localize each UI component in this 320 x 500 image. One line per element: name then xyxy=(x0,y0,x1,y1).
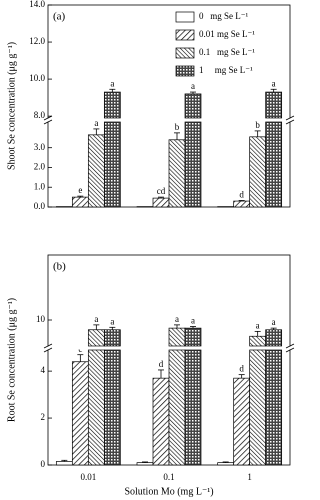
bar-lower xyxy=(249,349,267,466)
bar xyxy=(152,377,170,466)
break-mark xyxy=(285,115,295,121)
axis-break xyxy=(45,346,293,350)
bar-upper xyxy=(87,329,105,347)
y-tick-label: 14.0 xyxy=(29,0,45,9)
bar xyxy=(249,136,267,208)
x-tick-label: 0.01 xyxy=(80,472,96,482)
axis-break xyxy=(45,118,293,122)
break-mark xyxy=(43,347,53,353)
significance-letter: d xyxy=(159,359,164,369)
y-axis-label: Root Se concentration (μg g⁻¹) xyxy=(6,298,17,422)
bar-lower xyxy=(103,121,121,208)
significance-letter: a xyxy=(110,78,114,88)
bar-lower xyxy=(265,121,283,208)
legend-swatch xyxy=(175,11,195,23)
significance-letter: b xyxy=(255,120,260,130)
bar xyxy=(168,139,186,208)
x-axis-label: Solution Mo (mg L⁻¹) xyxy=(124,486,213,497)
bar-upper xyxy=(103,91,121,119)
y-axis-label: Shoot Se concentration (μg g⁻¹) xyxy=(6,42,17,170)
y-tick-label: 2 xyxy=(41,412,46,422)
y-tick-label: 10 xyxy=(36,314,46,324)
bar xyxy=(87,134,105,208)
significance-letter: a xyxy=(256,320,260,330)
significance-letter: a xyxy=(175,314,179,324)
significance-letter: a xyxy=(272,317,276,327)
legend-label: 0 mg Se L⁻¹ xyxy=(199,11,248,21)
y-tick-label: 3.0 xyxy=(34,142,46,152)
legend-label: 1 mg Se L⁻¹ xyxy=(199,65,253,75)
panel-label: (b) xyxy=(53,261,66,273)
significance-letter: cd xyxy=(157,186,166,196)
bar-lower xyxy=(265,349,283,466)
legend-swatch xyxy=(175,65,195,77)
bar xyxy=(217,462,235,466)
y-tick-label: 1.0 xyxy=(34,181,46,191)
break-mark xyxy=(285,119,295,125)
significance-letter: a xyxy=(94,314,98,324)
bar-lower xyxy=(168,349,186,466)
legend-label: 0.01 mg Se L⁻¹ xyxy=(199,29,255,39)
panel-label: (a) xyxy=(53,11,66,23)
bar xyxy=(55,461,73,466)
y-tick-label: 10.0 xyxy=(29,73,45,83)
bar xyxy=(136,462,154,466)
break-mark xyxy=(43,119,53,125)
significance-letter: a xyxy=(191,316,195,326)
significance-letter: a xyxy=(191,81,195,91)
bar-upper xyxy=(168,327,186,347)
bar-lower xyxy=(184,349,202,466)
bar-upper xyxy=(103,329,121,347)
bar xyxy=(152,197,170,208)
x-tick-label: 1 xyxy=(247,472,252,482)
significance-letter: a xyxy=(110,316,114,326)
bar-upper xyxy=(249,335,267,347)
significance-letter: e xyxy=(78,185,82,195)
y-tick-label: 8.0 xyxy=(34,110,46,120)
significance-letter: b xyxy=(175,122,180,132)
legend-label: 0.1 mg Se L⁻¹ xyxy=(199,47,255,57)
bar xyxy=(233,377,251,466)
y-tick-label: 2.0 xyxy=(34,162,46,172)
bar-lower xyxy=(103,349,121,466)
significance-letter: d xyxy=(239,364,244,374)
bar-lower xyxy=(184,121,202,208)
chart: 0.0 1.0 2.0 3.0 8.0 10.0 12.0 14.0 e a a cd b a d b a (a)… xyxy=(6,0,295,497)
legend-swatch xyxy=(175,29,195,41)
significance-letter: a xyxy=(272,78,276,88)
bar xyxy=(71,196,89,208)
y-tick-label: 0.0 xyxy=(34,201,46,211)
x-tick-label: 0.1 xyxy=(163,472,174,482)
significance-letter: a xyxy=(94,118,98,128)
y-tick-label: 0 xyxy=(41,459,46,469)
break-mark xyxy=(43,343,53,349)
bar-upper xyxy=(265,329,283,347)
y-tick-label: 12.0 xyxy=(29,36,45,46)
legend-swatch xyxy=(175,47,195,59)
break-mark xyxy=(285,343,295,349)
bar-upper xyxy=(184,327,202,347)
break-mark xyxy=(43,115,53,121)
y-tick-label: 4 xyxy=(41,365,46,375)
bar xyxy=(233,200,251,208)
bar xyxy=(71,361,89,466)
bar-lower xyxy=(87,349,105,466)
bar-upper xyxy=(184,93,202,119)
break-mark xyxy=(285,347,295,353)
bar-upper xyxy=(265,91,283,119)
significance-letter: d xyxy=(239,190,244,200)
